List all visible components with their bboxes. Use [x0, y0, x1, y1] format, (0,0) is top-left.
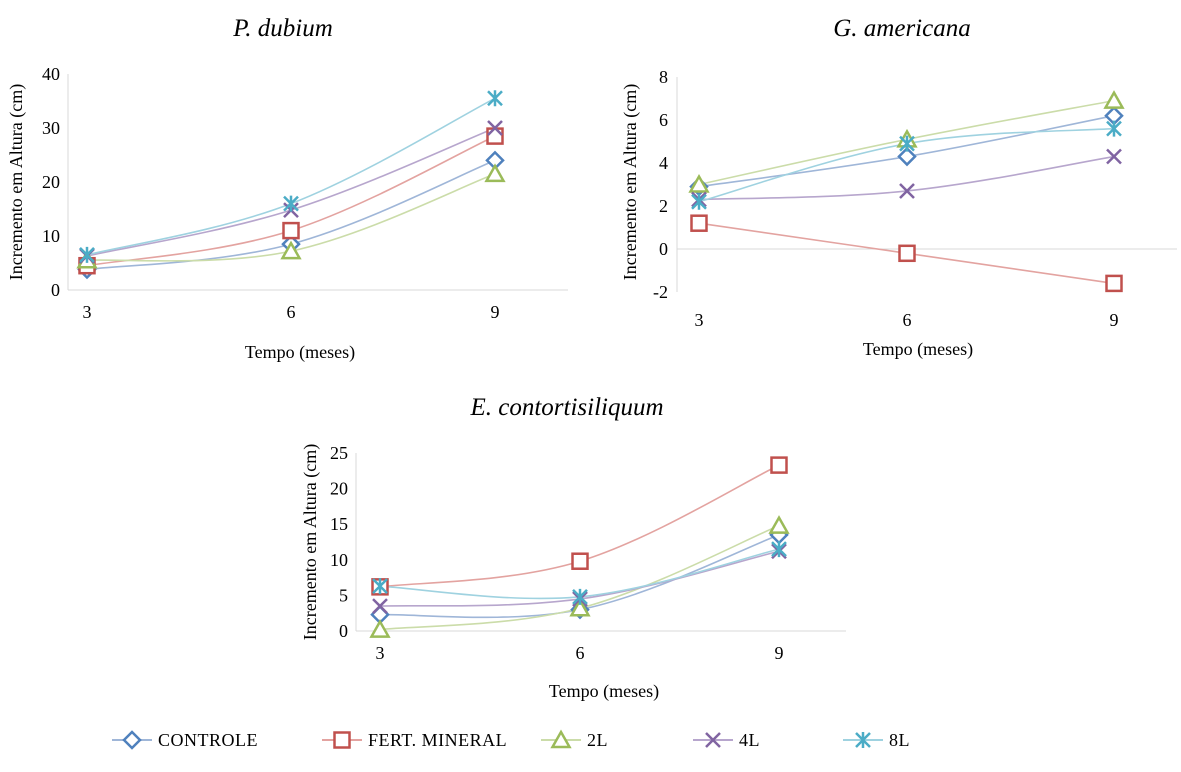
chart-title: G. americana [833, 15, 970, 42]
data-point-4l [487, 120, 503, 136]
x-axis-label: Tempo (meses) [245, 342, 355, 363]
data-point-fert-mineral [898, 244, 916, 263]
y-tick-label: 5 [339, 585, 348, 605]
data-point-2l [1103, 90, 1125, 109]
data-point-2l [484, 163, 506, 183]
data-point-8l [1106, 120, 1122, 137]
data-point-controle [897, 146, 917, 167]
y-tick-label: 10 [42, 226, 60, 246]
y-tick-label: 4 [659, 153, 668, 173]
y-tick-label: 8 [659, 67, 668, 87]
legend-item-4l: 4L [693, 730, 760, 750]
data-point-8l [283, 195, 299, 212]
data-point-2l [569, 597, 591, 617]
data-point-8l [79, 246, 95, 263]
legend-marker-star-icon [855, 732, 871, 748]
y-tick-label: 15 [330, 514, 348, 534]
y-axis-label: Incremento em Altura (cm) [6, 84, 27, 280]
legend-label: 2L [587, 730, 608, 750]
x-tick-label: 9 [775, 643, 784, 663]
data-point-fert-mineral [486, 127, 504, 145]
x-tick-label: 6 [903, 310, 912, 330]
legend-marker-diamond-icon [122, 730, 142, 750]
legend: CONTROLE FERT. MINERAL 2L 4L 8L [112, 729, 910, 750]
x-tick-label: 9 [491, 302, 500, 322]
y-tick-label: 6 [659, 110, 668, 130]
legend-item-8l: 8L [843, 730, 910, 750]
y-tick-label: 20 [42, 172, 60, 192]
data-point-2l [369, 619, 391, 638]
x-axis-label: Tempo (meses) [863, 339, 973, 360]
data-point-fert-mineral [571, 552, 589, 570]
data-point-8l [771, 541, 787, 558]
data-point-fert-mineral [282, 221, 300, 240]
data-point-4l [1106, 148, 1122, 165]
chart-p-dubium: P. dubium 0 10 20 30 40 3 6 9 Tempo (meses) Increm… [6, 15, 568, 363]
y-tick-label: 25 [330, 443, 348, 463]
legend-marker-triangle-icon [550, 729, 572, 749]
legend-item-controle: CONTROLE [112, 730, 258, 750]
data-point-8l [691, 193, 707, 210]
y-axis-label: Incremento em Altura (cm) [620, 84, 641, 280]
x-tick-label: 3 [376, 643, 385, 663]
data-point-8l [372, 578, 388, 595]
chart-title: P. dubium [232, 15, 333, 42]
legend-label: 8L [889, 730, 910, 750]
legend-item-2l: 2L [541, 729, 608, 750]
data-point-8l [899, 135, 915, 152]
y-tick-label: 20 [330, 479, 348, 499]
data-point-8l [487, 90, 503, 107]
y-tick-label: 2 [659, 196, 668, 216]
x-tick-label: 6 [576, 643, 585, 663]
data-point-8l [572, 588, 588, 605]
data-point-fert-mineral [770, 456, 788, 474]
y-tick-label: 30 [42, 118, 60, 138]
chart-e-contortisiliquum: E. contortisiliquum 0 5 10 15 20 25 3 6 9 Tempo (m… [300, 394, 846, 702]
y-tick-label: 0 [339, 621, 348, 641]
y-tick-label: 0 [659, 239, 668, 259]
data-point-4l [899, 183, 915, 199]
y-tick-label: 10 [330, 550, 348, 570]
legend-marker-x-icon [705, 732, 721, 748]
data-point-2l [768, 515, 790, 534]
chart-title: E. contortisiliquum [469, 394, 663, 421]
chart-g-americana: G. americana -2 0 2 4 6 8 3 6 9 Tempo (meses) Incre… [620, 15, 1177, 360]
y-tick-label: -2 [653, 282, 668, 302]
legend-marker-square-icon [333, 731, 351, 749]
legend-label: 4L [739, 730, 760, 750]
legend-label: FERT. MINERAL [368, 730, 507, 750]
x-tick-label: 9 [1110, 310, 1119, 330]
legend-item-fert-mineral: FERT. MINERAL [322, 730, 507, 750]
x-tick-label: 3 [83, 302, 92, 322]
y-tick-label: 40 [42, 64, 60, 84]
data-point-2l [280, 240, 302, 260]
data-point-2l [688, 173, 710, 193]
x-axis-label: Tempo (meses) [549, 681, 659, 702]
legend-label: CONTROLE [158, 730, 258, 750]
data-point-fert-mineral [1105, 274, 1123, 293]
x-tick-label: 6 [287, 302, 296, 322]
y-axis-label: Incremento em Altura (cm) [300, 444, 321, 640]
y-tick-label: 0 [51, 280, 60, 300]
data-point-4l [372, 598, 388, 614]
x-tick-label: 3 [695, 310, 704, 330]
data-point-fert-mineral [690, 214, 708, 232]
